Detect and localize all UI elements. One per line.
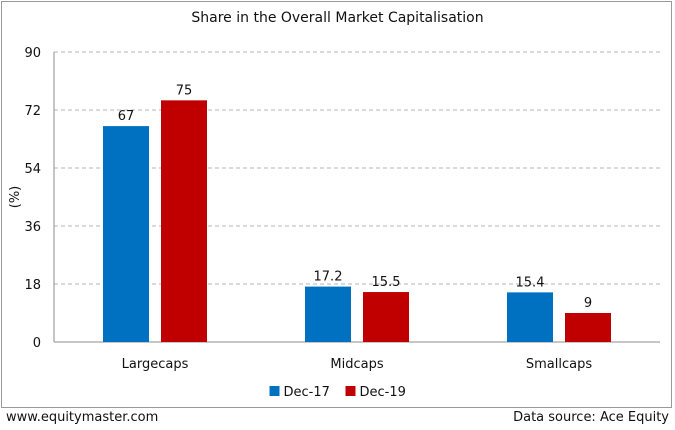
- y-axis-label: (%): [8, 186, 23, 209]
- data-label: 15.5: [372, 275, 401, 290]
- legend-swatch: [345, 386, 356, 396]
- bar-dec-19: [565, 313, 611, 342]
- bar-dec-19: [161, 100, 207, 342]
- data-label: 15.4: [516, 275, 545, 290]
- bar-chart: 0 18 36 54 72 90 (%) 67 75 Largecaps 17.2 15.5 Midca…: [8, 46, 660, 400]
- data-label: 9: [584, 296, 592, 311]
- y-tick-label: 72: [24, 104, 41, 119]
- y-tick-label: 54: [24, 162, 41, 177]
- y-tick-label: 36: [24, 220, 41, 235]
- bar-dec-17: [305, 286, 351, 342]
- bar-dec-17: [507, 292, 553, 342]
- legend-label: Dec-19: [360, 385, 406, 400]
- y-tick-label: 18: [24, 278, 41, 293]
- y-tick-label: 90: [24, 46, 41, 61]
- bar-dec-19: [363, 292, 409, 342]
- chart-frame: Share in the Overall Market Capitalisati…: [1, 1, 672, 408]
- legend-swatch: [269, 386, 280, 396]
- x-tick-label: Midcaps: [330, 357, 383, 372]
- x-tick-label: Largecaps: [122, 357, 189, 372]
- legend-label: Dec-17: [284, 385, 330, 400]
- data-label: 67: [118, 109, 135, 124]
- chart-title: Share in the Overall Market Capitalisati…: [191, 10, 484, 26]
- bar-dec-17: [103, 126, 149, 342]
- data-label: 17.2: [314, 270, 343, 285]
- data-source-label: Data source: Ace Equity: [513, 410, 669, 425]
- y-tick-label: 0: [33, 336, 41, 351]
- x-tick-label: Smallcaps: [526, 357, 592, 372]
- data-label: 75: [176, 83, 193, 98]
- website-label: www.equitymaster.com: [6, 410, 159, 425]
